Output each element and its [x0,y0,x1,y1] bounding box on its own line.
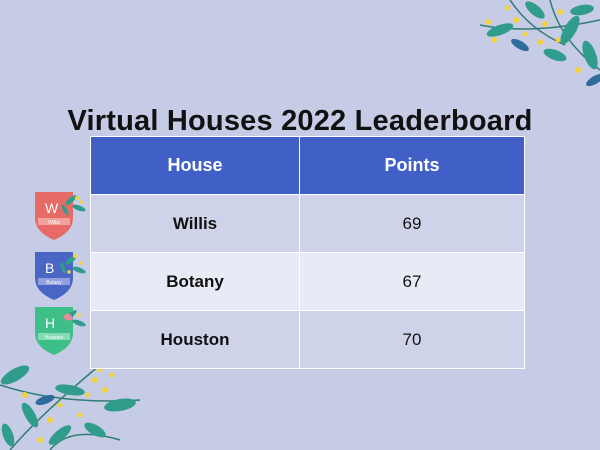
crest-shield [35,252,73,300]
column-header-points: Points [299,136,525,195]
table-header-row: House Points [90,136,525,195]
crest-shield [35,192,73,240]
floral-decoration-top-right [479,0,600,87]
crest-letter: H [45,315,55,331]
points-cell: 70 [299,310,525,369]
willis-crest-icon: W Willis [35,192,86,240]
house-name-cell: Houston [90,310,300,369]
house-name-cell: Willis [90,194,300,253]
table-row: Houston 70 [90,310,525,369]
house-name-cell: Botany [90,252,300,311]
floral-decoration-bottom-left [0,364,141,450]
crest-name: Botany [46,280,62,286]
crest-name: Houston [45,335,64,341]
houston-crest-icon: H Houston [35,307,86,355]
column-header-house: House [90,136,300,195]
points-cell: 67 [299,252,525,311]
table-row: Botany 67 [90,252,525,311]
crest-letter: W [45,200,59,216]
crest-name: Willis [48,220,60,226]
points-cell: 69 [299,194,525,253]
page-title: Virtual Houses 2022 Leaderboard [67,105,533,138]
botany-crest-icon: B Botany [35,252,86,300]
crest-letter: B [45,260,54,276]
table-row: Willis 69 [90,194,525,253]
crest-shield [35,307,73,355]
leaderboard-table: House Points Willis 69 Botany 67 Houston… [90,136,525,369]
